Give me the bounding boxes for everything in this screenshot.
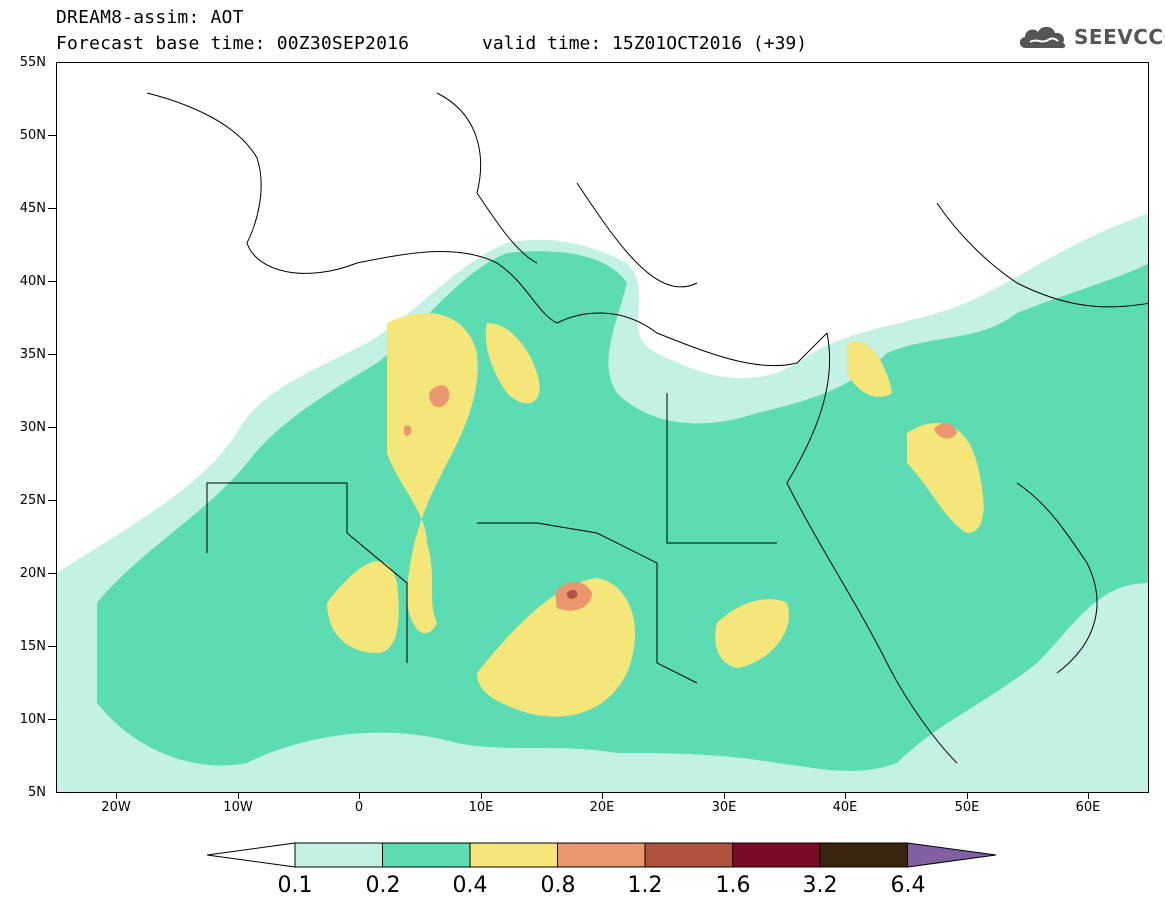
lat-tick — [48, 500, 56, 501]
lon-label: 40E — [832, 800, 858, 815]
lat-label: 10N — [19, 712, 46, 727]
colorbar-lower-arrow — [207, 842, 296, 868]
colorbar-swatch — [732, 842, 821, 868]
lat-tick — [48, 281, 56, 282]
colorbar — [207, 842, 997, 868]
lat-label: 40N — [19, 274, 46, 289]
aot-band-0-8 — [403, 385, 957, 611]
colorbar-swatch — [557, 842, 646, 868]
colorbar-swatch — [819, 842, 908, 868]
lat-label: 30N — [19, 420, 46, 435]
colorbar-label: 1.2 — [627, 873, 663, 898]
lat-tick — [48, 719, 56, 720]
lon-tick — [116, 793, 117, 799]
lon-label: 30E — [711, 800, 737, 815]
lon-tick — [967, 793, 968, 799]
map-title: DREAM8-assim: AOT — [56, 7, 244, 28]
colorbar-label: 0.2 — [365, 873, 401, 898]
lat-label: 55N — [19, 55, 46, 70]
lon-tick — [845, 793, 846, 799]
lon-tick — [724, 793, 725, 799]
lon-tick — [602, 793, 603, 799]
colorbar-label: 1.6 — [715, 873, 751, 898]
lat-label: 35N — [19, 347, 46, 362]
aot-map — [56, 62, 1149, 793]
lon-label: 20W — [101, 800, 131, 815]
lon-tick — [238, 793, 239, 799]
lat-label: 20N — [19, 566, 46, 581]
colorbar-label: 0.1 — [277, 873, 313, 898]
lat-tick — [48, 208, 56, 209]
lat-label: 45N — [19, 201, 46, 216]
lat-tick — [48, 354, 56, 355]
colorbar-label: 3.2 — [802, 873, 838, 898]
colorbar-upper-arrow — [907, 842, 997, 868]
lon-tick — [359, 793, 360, 799]
lat-tick — [48, 427, 56, 428]
lon-label: 0 — [354, 800, 364, 815]
lat-label: 50N — [19, 128, 46, 143]
seevccc-logo: SEEVCCC — [1016, 22, 1165, 52]
colorbar-swatch — [469, 842, 558, 868]
lat-tick — [48, 135, 56, 136]
cloud-icon — [1019, 26, 1066, 49]
colorbar-label: 0.4 — [452, 873, 488, 898]
lon-label: 50E — [954, 800, 980, 815]
lon-tick — [1088, 793, 1089, 799]
aot-contour-map — [57, 92, 1148, 792]
lon-tick — [481, 793, 482, 799]
logo-text: SEEVCCC — [1074, 25, 1165, 49]
colorbar-label: 0.8 — [540, 873, 576, 898]
colorbar-swatch — [644, 842, 733, 868]
aot-band-1-2 — [566, 589, 578, 599]
lon-label: 20E — [589, 800, 615, 815]
lat-label: 15N — [19, 639, 46, 654]
lat-label: 25N — [19, 493, 46, 508]
aot-band-0-4 — [327, 313, 984, 717]
coastlines — [146, 92, 1148, 764]
valid-time: valid time: 15Z01OCT2016 (+39) — [482, 33, 808, 54]
lon-label: 10W — [223, 800, 253, 815]
colorbar-label: 6.4 — [890, 873, 926, 898]
forecast-base-time: Forecast base time: 00Z30SEP2016 — [56, 33, 410, 54]
colorbar-swatch — [294, 842, 383, 868]
lon-label: 60E — [1075, 800, 1101, 815]
lat-tick — [48, 646, 56, 647]
colorbar-swatch — [382, 842, 471, 868]
lon-label: 10E — [468, 800, 494, 815]
lat-label: 5N — [28, 785, 46, 800]
lat-tick — [48, 573, 56, 574]
